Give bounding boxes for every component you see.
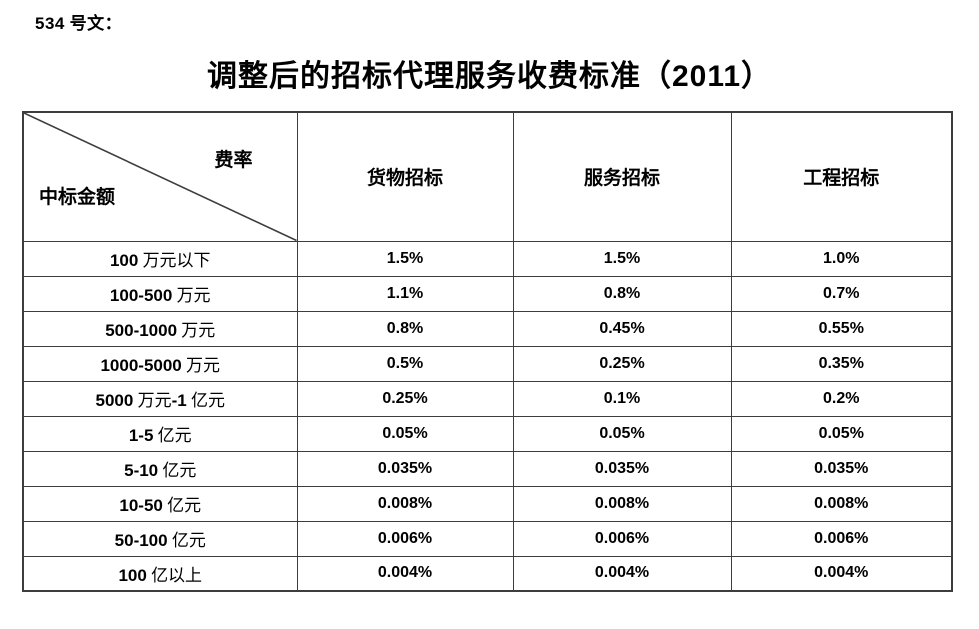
table-row: 1-5 亿元 0.05% 0.05% 0.05% [22,415,953,452]
column-header-goods-bidding: 货物招标 [296,111,514,242]
fee-value-cell: 0.55% [730,310,953,347]
corner-header-cell: 费率 中标金额 [22,111,298,242]
fee-value-cell: 0.2% [730,380,953,417]
fee-value-cell: 0.7% [730,275,953,312]
table-row: 10-50 亿元 0.008% 0.008% 0.008% [22,485,953,522]
fee-value-cell: 0.35% [730,345,953,382]
fee-table: 费率 中标金额 货物招标 服务招标 工程招标 100 万元以下 1.5% 1.5… [22,111,953,592]
fee-value-cell: 0.05% [730,415,953,452]
table-row: 1000-5000 万元 0.5% 0.25% 0.35% [22,345,953,382]
corner-label-amount: 中标金额 [39,186,116,208]
table-row: 50-100 亿元 0.006% 0.006% 0.006% [22,520,953,557]
fee-value-cell: 0.004% [296,555,514,592]
diagonal-line [24,113,297,241]
table-row: 5-10 亿元 0.035% 0.035% 0.035% [22,450,953,487]
fee-value-cell: 0.25% [296,380,514,417]
row-label-cell: 5-10 亿元 [22,450,298,487]
header-row: 费率 中标金额 货物招标 服务招标 工程招标 [22,111,953,242]
table-body: 100 万元以下 1.5% 1.5% 1.0% 100-500 万元 1.1% … [22,240,953,592]
table-row: 100 亿以上 0.004% 0.004% 0.004% [22,555,953,592]
corner-label-rate: 费率 [214,150,253,171]
fee-value-cell: 0.035% [512,450,732,487]
table-row: 5000 万元-1 亿元 0.25% 0.1% 0.2% [22,380,953,417]
fee-value-cell: 0.008% [730,485,953,522]
fee-value-cell: 0.008% [296,485,514,522]
fee-value-cell: 0.008% [512,485,732,522]
fee-value-cell: 1.1% [296,275,514,312]
fee-value-cell: 0.035% [730,450,953,487]
row-label-cell: 100 万元以下 [22,240,298,277]
fee-value-cell: 0.1% [512,380,732,417]
fee-value-cell: 1.5% [296,240,514,277]
table-row: 100 万元以下 1.5% 1.5% 1.0% [22,240,953,277]
table-row: 100-500 万元 1.1% 0.8% 0.7% [22,275,953,312]
fee-value-cell: 1.5% [512,240,732,277]
fee-value-cell: 0.05% [296,415,514,452]
row-label-cell: 10-50 亿元 [22,485,298,522]
fee-value-cell: 1.0% [730,240,953,277]
fee-value-cell: 0.006% [512,520,732,557]
fee-value-cell: 0.8% [296,310,514,347]
row-label-cell: 500-1000 万元 [22,310,298,347]
fee-value-cell: 0.8% [512,275,732,312]
row-label-cell: 1-5 亿元 [22,415,298,452]
table-row: 500-1000 万元 0.8% 0.45% 0.55% [22,310,953,347]
fee-value-cell: 0.006% [296,520,514,557]
fee-value-cell: 0.004% [730,555,953,592]
fee-value-cell: 0.004% [512,555,732,592]
fee-value-cell: 0.05% [512,415,732,452]
fee-value-cell: 0.006% [730,520,953,557]
fee-value-cell: 0.035% [296,450,514,487]
column-header-engineering-bidding: 工程招标 [730,111,953,242]
fee-value-cell: 0.45% [512,310,732,347]
column-header-service-bidding: 服务招标 [512,111,732,242]
fee-value-cell: 0.25% [512,345,732,382]
doc-number: 534 号文： [35,14,123,33]
row-label-cell: 5000 万元-1 亿元 [22,380,298,417]
row-label-cell: 100 亿以上 [22,555,298,592]
row-label-cell: 1000-5000 万元 [22,345,298,382]
row-label-cell: 100-500 万元 [22,275,298,312]
page-title: 调整后的招标代理服务收费标准（2011） [206,60,773,93]
row-label-cell: 50-100 亿元 [22,520,298,557]
fee-value-cell: 0.5% [296,345,514,382]
